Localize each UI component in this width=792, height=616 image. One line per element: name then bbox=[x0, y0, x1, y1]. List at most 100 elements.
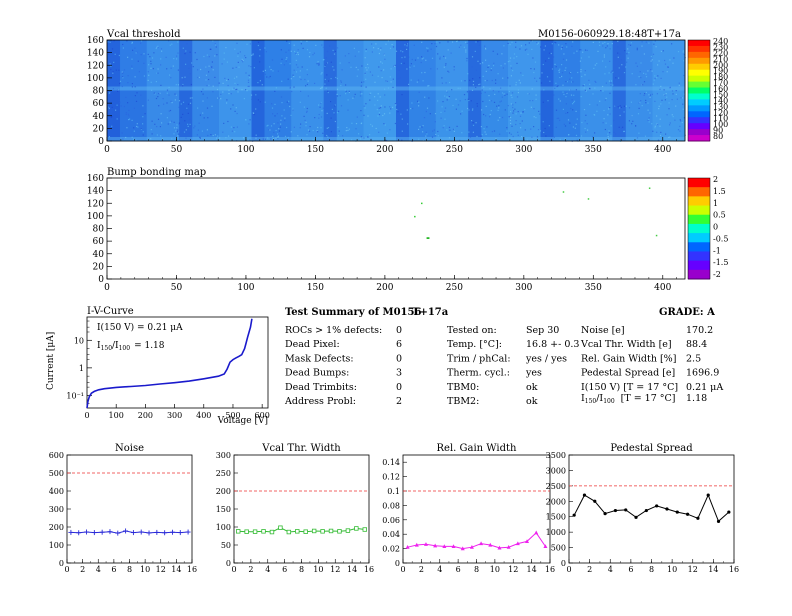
palette-swatch bbox=[688, 205, 710, 216]
iv-xlabel: Voltage [V] bbox=[217, 416, 268, 426]
bump-defect-point bbox=[426, 237, 429, 239]
plot-x-tick-label: 0 bbox=[400, 565, 405, 574]
result-ratio-label: I150/I100 [T = 17 °C] bbox=[581, 393, 676, 405]
condition-value: yes bbox=[525, 368, 542, 379]
plot-x-tick-label: 8 bbox=[127, 565, 132, 574]
condition-label: TBM2: bbox=[447, 396, 479, 407]
roc-edge-shade bbox=[251, 40, 265, 91]
bump-defect-point bbox=[414, 215, 416, 218]
plot-point bbox=[442, 544, 447, 549]
plot-point bbox=[286, 529, 292, 535]
plot-x-tick-label: 14 bbox=[527, 565, 537, 574]
x-tick-label: 250 bbox=[446, 283, 463, 293]
defect-label: Dead Pixel: bbox=[285, 339, 340, 350]
plot-y-tick-label: 3000 bbox=[546, 466, 566, 475]
plot-y-tick-label: 0.14 bbox=[382, 458, 400, 467]
roc-edge-shade bbox=[323, 40, 337, 91]
bump-defect-point bbox=[427, 237, 430, 239]
defect-label: Address Probl: bbox=[284, 396, 356, 407]
plot-y-tick-label: 0.02 bbox=[382, 545, 400, 554]
x-tick-label: 50 bbox=[171, 145, 183, 155]
roc-row-light bbox=[540, 86, 613, 91]
y-tick-label: 160 bbox=[87, 36, 104, 46]
plot-frame bbox=[568, 454, 735, 564]
result-value: 0.21 μA bbox=[686, 382, 723, 393]
plot-point bbox=[278, 525, 283, 530]
palette-swatch bbox=[688, 87, 710, 94]
palette-swatch bbox=[688, 242, 710, 252]
plot-point bbox=[624, 508, 628, 512]
palette-swatch bbox=[688, 129, 710, 136]
grade-label: GRADE: A bbox=[659, 307, 715, 318]
plot-series-line bbox=[70, 530, 189, 534]
plot-y-tick-label: 200 bbox=[216, 487, 231, 496]
plot-point bbox=[138, 529, 144, 535]
palette-swatch bbox=[688, 187, 710, 197]
y-tick-label: 140 bbox=[87, 49, 104, 59]
plot-x-tick-label: 2 bbox=[80, 565, 85, 574]
plot-point bbox=[68, 529, 74, 535]
defect-value: 0 bbox=[396, 382, 402, 393]
defect-value: 0 bbox=[396, 325, 402, 336]
plot-point bbox=[362, 527, 367, 532]
plot-point bbox=[130, 530, 136, 536]
plot-point bbox=[177, 530, 183, 536]
plot-frame bbox=[402, 454, 551, 564]
y-tick-label: 80 bbox=[93, 225, 105, 235]
plot-point bbox=[525, 539, 530, 543]
x-tick-label: 0 bbox=[104, 145, 110, 155]
x-tick-label: 150 bbox=[307, 283, 324, 293]
roc-row-light bbox=[179, 86, 252, 91]
result-label: Vcal Thr. Width [e] bbox=[580, 339, 672, 350]
plot-point bbox=[115, 530, 121, 536]
x-tick-label: 250 bbox=[446, 145, 463, 155]
roc-edge-light bbox=[507, 40, 541, 91]
roc-plot-4: Pedestal Spread 0 2 4 6 8 10 12 14 16 0 500 1000 1500… bbox=[546, 443, 739, 574]
plot-point bbox=[154, 529, 160, 535]
palette-label: 100 bbox=[713, 120, 728, 129]
bump-defect-points bbox=[414, 187, 658, 239]
bump-defect-point bbox=[421, 202, 423, 205]
plot-point bbox=[146, 530, 152, 536]
plot-x-tick-label: 10 bbox=[140, 565, 150, 574]
plot-frame bbox=[66, 454, 193, 564]
plot-x-tick-label: 2 bbox=[248, 565, 253, 574]
plot-point bbox=[107, 529, 113, 535]
condition-label: Therm. cycl.: bbox=[447, 368, 510, 379]
plot-point bbox=[696, 516, 700, 520]
plot-x-tick-label: 0 bbox=[64, 565, 69, 574]
plot-y-tick-label: 250 bbox=[216, 469, 231, 478]
iv-ratio-i: I bbox=[97, 341, 101, 351]
roc-edge-shade bbox=[396, 40, 410, 91]
roc-edge-shade bbox=[251, 90, 265, 141]
plot-point bbox=[665, 507, 669, 511]
roc-edge-light bbox=[580, 40, 613, 91]
vcal-palette: 2402302202102001901801701601501401301201… bbox=[687, 37, 728, 142]
plot-point bbox=[236, 529, 241, 534]
roc-plot-3: Rel. Gain Width 0 2 4 6 8 10 12 14 16 0 0.02 0.04 0.0… bbox=[382, 443, 555, 574]
iv-series-line bbox=[86, 318, 253, 409]
x-tick-label: 100 bbox=[237, 145, 254, 155]
plot-x-tick-label: 12 bbox=[688, 565, 698, 574]
plot-x-tick-label: 2 bbox=[419, 565, 424, 574]
palette-swatch bbox=[688, 93, 710, 100]
iv-x-tick-label: 0 bbox=[84, 411, 89, 420]
plot-x-tick-label: 4 bbox=[608, 565, 613, 574]
roc-edge-shade bbox=[612, 90, 626, 141]
plot-point bbox=[414, 542, 419, 547]
y-tick-label: 40 bbox=[93, 250, 105, 260]
roc-row-light bbox=[540, 137, 613, 141]
roc-edge-light bbox=[363, 90, 396, 141]
result-label: Rel. Gain Width [%] bbox=[581, 353, 676, 364]
palette-swatch bbox=[688, 75, 710, 83]
plot-point bbox=[345, 528, 351, 533]
palette-swatch bbox=[688, 233, 710, 243]
bump-defect-point bbox=[655, 234, 658, 237]
plot-y-tick-label: 0.04 bbox=[382, 530, 400, 539]
plot-x-tick-label: 12 bbox=[156, 565, 166, 574]
plot-point bbox=[244, 529, 249, 534]
plot-y-tick-label: 0.12 bbox=[382, 473, 400, 482]
palette-swatch bbox=[688, 117, 710, 124]
palette-label: 150 bbox=[713, 90, 728, 99]
